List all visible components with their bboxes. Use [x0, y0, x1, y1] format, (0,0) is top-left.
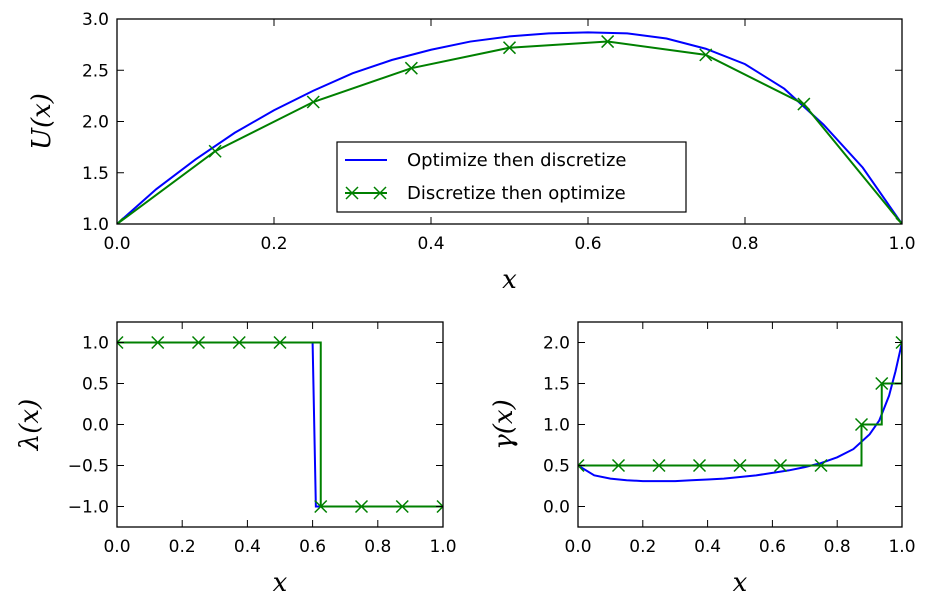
series-line-optimize-then-discretize	[578, 342, 902, 483]
legend-marker	[373, 186, 387, 200]
data-point-marker	[895, 217, 902, 224]
y-tick-label: 2.0	[543, 334, 570, 354]
data-point-marker	[578, 458, 585, 473]
x-tick-label: 0.8	[731, 234, 758, 254]
y-axis-label: λ(x)	[15, 399, 45, 451]
y-tick-label: 1.0	[82, 334, 109, 354]
series-line-optimize-then-discretize	[117, 341, 443, 508]
axes-frame	[577, 321, 903, 528]
plot-area	[578, 335, 902, 483]
data-point-marker	[875, 376, 889, 391]
y-tick-label: −0.5	[68, 457, 109, 477]
data-point-marker	[854, 417, 869, 432]
y-tick-label: 2.0	[82, 113, 109, 133]
x-tick-label: 0.0	[103, 234, 130, 254]
data-point-marker	[232, 335, 246, 350]
data-point-marker	[273, 335, 287, 350]
y-tick-label: 1.5	[543, 375, 570, 395]
x-tick-label: 0.2	[629, 537, 656, 557]
axes-frame	[116, 321, 444, 528]
x-tick-label: 0.6	[759, 537, 786, 557]
y-tick-label: 0.0	[543, 498, 570, 518]
data-point-marker	[502, 41, 517, 55]
x-tick-label: 0.0	[103, 537, 130, 557]
y-tick-label: 1.0	[82, 215, 109, 235]
x-tick-label: 0.6	[299, 537, 326, 557]
data-point-marker	[117, 335, 124, 350]
y-tick-label: 0.5	[543, 457, 570, 477]
x-tick-label: 0.8	[364, 537, 391, 557]
data-point-marker	[191, 335, 206, 350]
x-tick-label: 1.0	[888, 234, 915, 254]
legend-entry-label: Optimize then discretize	[407, 150, 626, 171]
data-point-marker	[773, 458, 788, 473]
data-point-marker	[699, 48, 713, 62]
x-tick-label: 0.6	[574, 234, 601, 254]
data-point-marker	[601, 35, 615, 49]
panel-bottom-right: 0.0 0.2 0.4 0.6 0.8 1.0 0.0 0.5 1.0 1.5 2.0 x γ(x)	[489, 321, 916, 598]
data-point-marker	[117, 217, 124, 224]
series-line-discretize-then-optimize	[117, 341, 443, 508]
x-axis-label: x	[502, 265, 517, 295]
legend: Optimize then discretize Discretize then …	[336, 141, 687, 213]
data-point-marker	[404, 61, 418, 75]
x-tick-label: 1.0	[888, 537, 915, 557]
data-point-marker	[354, 499, 369, 514]
data-point-marker	[692, 458, 707, 473]
data-point-marker	[151, 335, 165, 350]
x-tick-label: 0.4	[417, 234, 444, 254]
series-line-discretize-then-optimize	[578, 342, 902, 467]
y-tick-label: 3.0	[82, 10, 109, 30]
data-point-marker	[611, 458, 626, 473]
x-axis-label: x	[733, 568, 748, 598]
data-point-marker	[395, 499, 409, 514]
legend-entry-label: Discretize then optimize	[407, 183, 626, 204]
y-axis-label: U(x)	[27, 93, 57, 150]
data-point-marker	[208, 144, 222, 158]
x-tick-label: 0.0	[564, 537, 591, 557]
y-axis-label: γ(x)	[489, 399, 519, 450]
series-line-optimize-then-discretize	[117, 31, 902, 224]
data-point-marker	[814, 458, 828, 473]
plot-area	[117, 31, 902, 224]
panel-top: 0.0 0.2 0.4 0.6 0.8 1.0 1.0 1.5 2.0 2.5 3.0 x U(x) Op…	[27, 10, 916, 295]
plot-area	[117, 335, 443, 514]
data-point-marker	[797, 97, 811, 111]
y-tick-label: 2.5	[82, 61, 109, 81]
data-point-marker	[895, 335, 902, 350]
x-tick-label: 0.2	[169, 537, 196, 557]
data-point-marker	[733, 458, 747, 473]
data-point-marker	[436, 499, 443, 514]
y-tick-label: 0.0	[82, 416, 109, 436]
y-tick-label: 0.5	[82, 375, 109, 395]
x-tick-label: 0.4	[694, 537, 721, 557]
legend-frame	[336, 141, 687, 213]
x-tick-label: 0.4	[234, 537, 261, 557]
data-point-marker	[314, 499, 328, 514]
y-tick-label: 1.5	[82, 164, 109, 184]
y-tick-label: 1.0	[543, 416, 570, 436]
legend-marker	[345, 186, 359, 200]
x-tick-label: 1.0	[429, 537, 456, 557]
x-axis-label: x	[273, 568, 288, 598]
x-tick-label: 0.2	[260, 234, 287, 254]
panel-bottom-left: 0.0 0.2 0.4 0.6 0.8 1.0 −1.0 −0.5 0.0 0.5 1.0 x λ(x)	[15, 321, 457, 598]
x-tick-label: 0.8	[824, 537, 851, 557]
data-point-marker	[652, 458, 666, 473]
data-point-marker	[306, 95, 320, 109]
y-tick-label: −1.0	[68, 498, 109, 518]
